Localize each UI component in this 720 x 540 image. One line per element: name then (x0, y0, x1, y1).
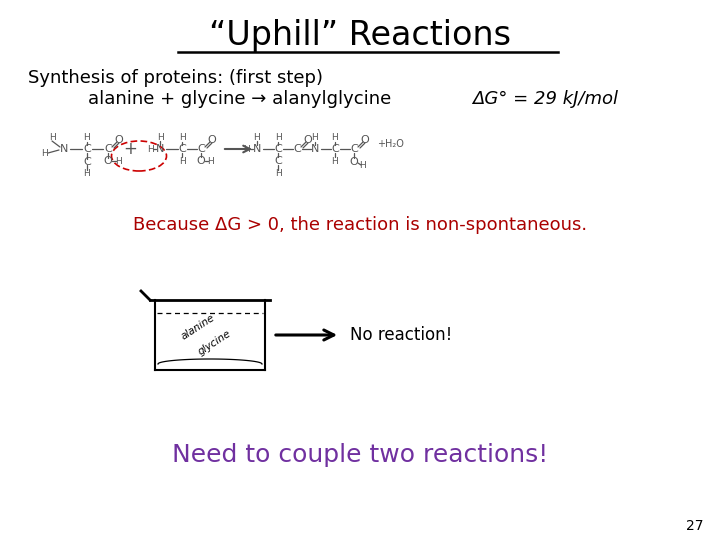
Text: alanine: alanine (179, 313, 217, 342)
Text: O: O (197, 156, 205, 166)
Text: C: C (83, 157, 91, 167)
Text: H: H (157, 133, 163, 143)
Text: O: O (361, 135, 369, 145)
Text: H: H (332, 157, 338, 165)
Text: N: N (253, 144, 261, 154)
Text: C: C (293, 144, 301, 154)
Text: O: O (114, 135, 123, 145)
Text: Synthesis of proteins: (first step): Synthesis of proteins: (first step) (28, 69, 323, 87)
Text: N: N (311, 144, 319, 154)
Text: H: H (42, 150, 48, 159)
Text: 27: 27 (686, 519, 703, 533)
Text: C: C (274, 144, 282, 154)
Text: H: H (243, 145, 251, 153)
Text: O: O (304, 135, 312, 145)
Text: H: H (312, 133, 318, 143)
Text: H: H (84, 168, 91, 178)
Text: H: H (274, 133, 282, 143)
Text: O: O (104, 156, 112, 166)
Text: Because ΔG > 0, the reaction is non-spontaneous.: Because ΔG > 0, the reaction is non-spon… (133, 216, 587, 234)
Text: H: H (332, 133, 338, 143)
Text: C: C (197, 144, 205, 154)
Text: H: H (274, 168, 282, 178)
Text: +: + (123, 140, 137, 158)
Text: C: C (178, 144, 186, 154)
Text: glycine: glycine (197, 329, 233, 357)
Text: N: N (60, 144, 68, 154)
Text: Need to couple two reactions!: Need to couple two reactions! (172, 443, 548, 467)
Text: C: C (331, 144, 339, 154)
Text: H: H (84, 133, 91, 143)
Text: No reaction!: No reaction! (350, 326, 452, 344)
Text: H: H (207, 157, 215, 165)
Text: +H₂O: +H₂O (377, 139, 404, 149)
Text: O: O (350, 157, 359, 167)
Text: H: H (49, 133, 55, 143)
Text: H: H (114, 157, 122, 165)
Text: C: C (83, 144, 91, 154)
Text: C: C (274, 156, 282, 166)
Text: ΔG° = 29 kJ/mol: ΔG° = 29 kJ/mol (472, 90, 618, 108)
Text: C: C (104, 144, 112, 154)
Text: H: H (359, 161, 366, 171)
Text: C: C (350, 144, 358, 154)
Text: N: N (156, 144, 164, 154)
Text: alanine + glycine → alanylglycine: alanine + glycine → alanylglycine (88, 90, 391, 108)
Text: “Uphill” Reactions: “Uphill” Reactions (209, 18, 511, 51)
Text: H: H (179, 157, 185, 165)
Text: O: O (207, 135, 217, 145)
Text: H: H (253, 133, 261, 143)
Text: H: H (147, 145, 153, 153)
Text: H: H (179, 133, 185, 143)
